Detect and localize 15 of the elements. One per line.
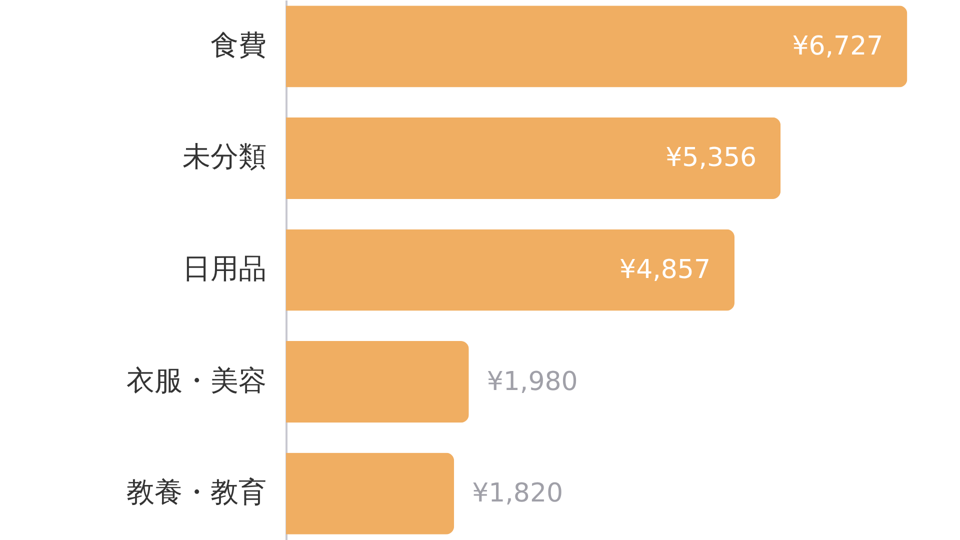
data-label: ¥1,980 [486, 366, 578, 397]
bar [286, 229, 735, 311]
data-label: ¥4,857 [620, 255, 711, 285]
y-tick-label: 衣服・美容 [126, 364, 266, 397]
y-tick-label: 教養・教育 [126, 476, 266, 509]
data-label: ¥5,356 [666, 143, 757, 174]
y-tick-label: 食費 [210, 28, 266, 62]
bar [286, 452, 454, 534]
bar [286, 340, 469, 423]
y-tick-label: 未分類 [182, 140, 266, 174]
data-label: ¥6,727 [792, 31, 884, 62]
bar [286, 117, 781, 200]
data-label: ¥1,820 [472, 478, 564, 509]
bar [286, 6, 908, 88]
y-tick-label: 日用品 [182, 252, 266, 285]
